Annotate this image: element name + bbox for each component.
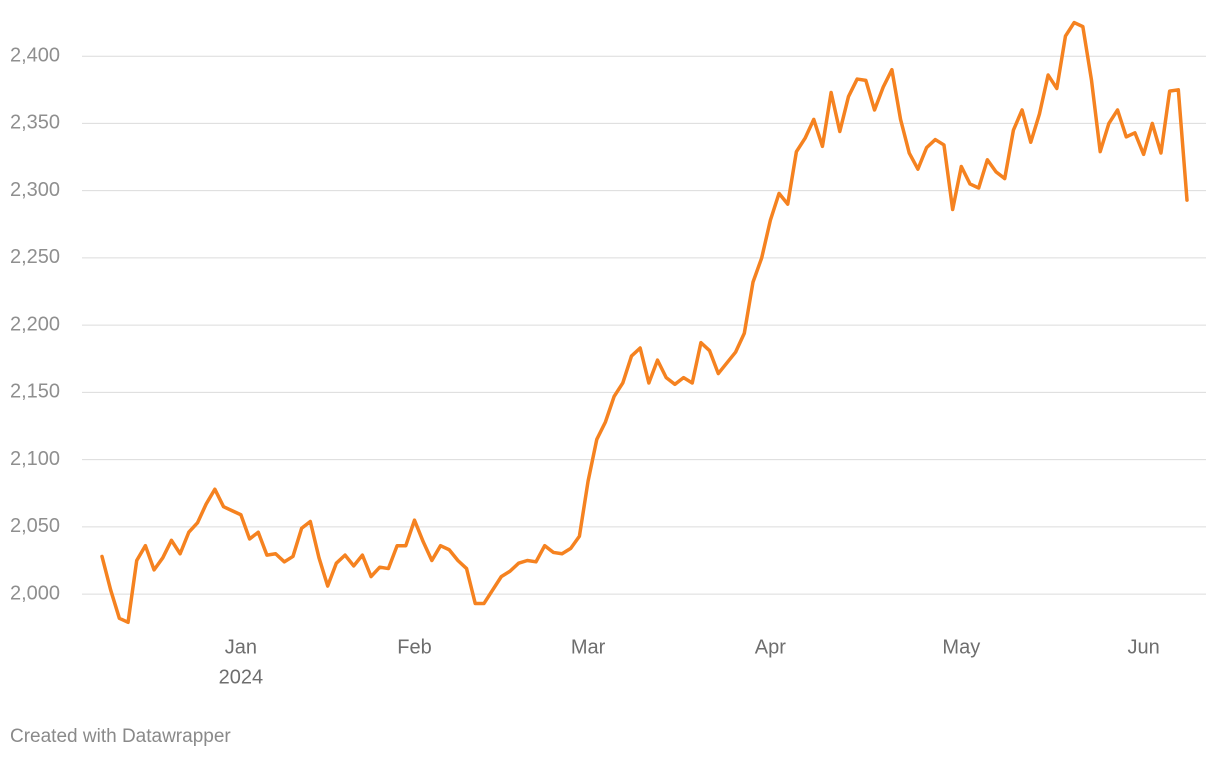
- y-tick-label: 2,300: [10, 179, 60, 201]
- x-tick-label: Apr: [755, 636, 786, 658]
- x-tick-label: Jan: [225, 636, 257, 658]
- x-tick-label: Mar: [571, 636, 606, 658]
- line: [100, 20, 1189, 625]
- y-tick-label: 2,050: [10, 515, 60, 537]
- y-tick-label: 2,000: [10, 582, 60, 604]
- y-tick-label: 2,200: [10, 313, 60, 335]
- x-tick-label: May: [942, 636, 980, 658]
- x-tick-label: Jun: [1127, 636, 1159, 658]
- y-tick-label: 2,250: [10, 246, 60, 268]
- y-tick-label: 2,150: [10, 381, 60, 403]
- year-label: 2024: [219, 666, 264, 688]
- x-tick-label: Feb: [397, 636, 431, 658]
- y-tick-label: 2,100: [10, 448, 60, 470]
- y-tick-label: 2,350: [10, 112, 60, 134]
- y-tick-label: 2,400: [10, 44, 60, 66]
- credit: Created with Datawrapper: [10, 726, 231, 747]
